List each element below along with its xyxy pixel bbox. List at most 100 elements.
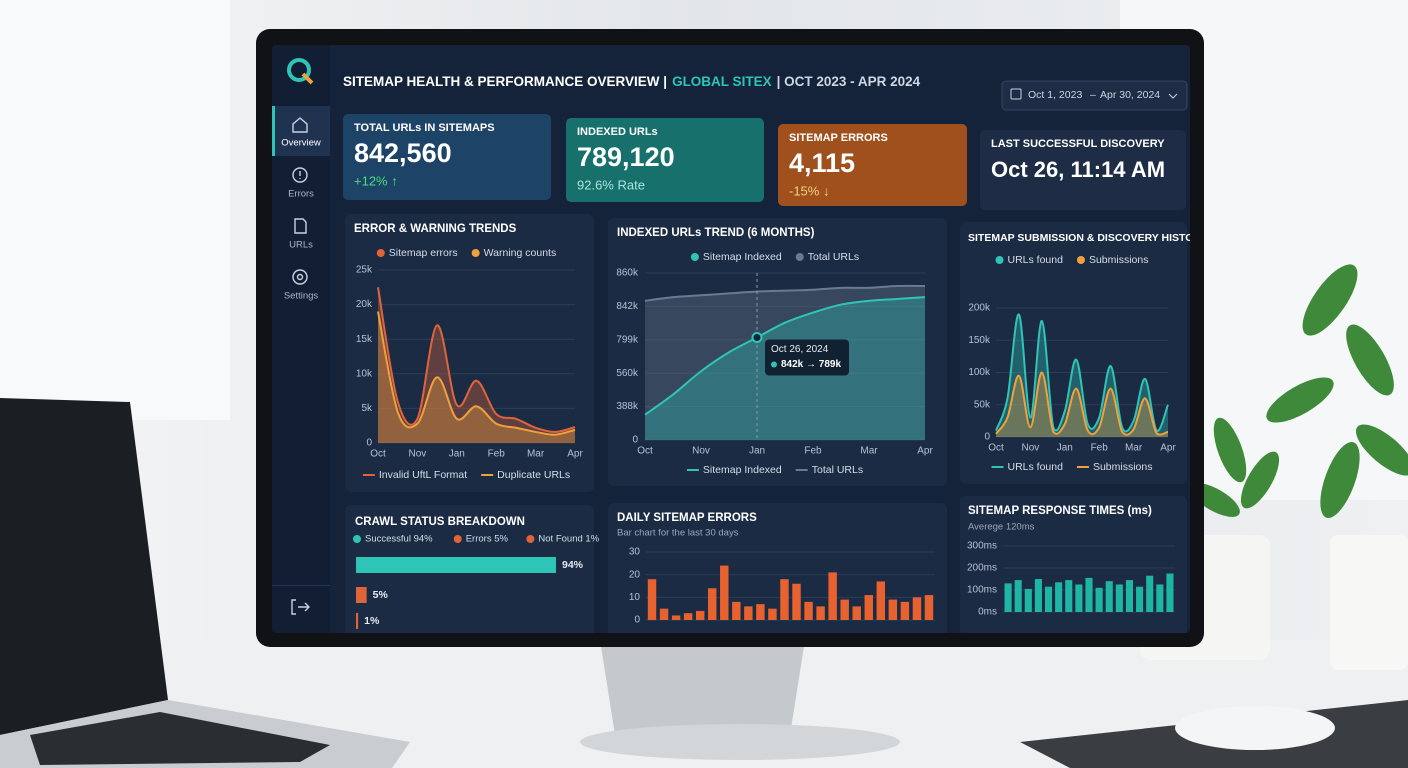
legend-label: Successful 94%	[365, 534, 433, 545]
value-label: 94%	[562, 559, 584, 571]
kpi-delta: 92.6% Rate	[577, 177, 645, 192]
legend: Successful 94% Errors 5% Not Found 1%	[353, 534, 600, 545]
y-tick-label: 10k	[356, 368, 373, 379]
bar	[1136, 586, 1144, 612]
x-tick-label: Jan	[1057, 443, 1073, 454]
bar	[828, 572, 837, 620]
bar	[356, 587, 367, 603]
bar	[1055, 582, 1063, 612]
kpi-value: 4,115	[789, 148, 855, 178]
legend-label: Sitemap errors	[389, 247, 458, 259]
legend: Invalid UftL Format Duplicate URLs	[362, 469, 570, 481]
laptop-keyboard	[30, 712, 330, 765]
bar	[683, 613, 693, 620]
bar	[695, 610, 705, 620]
bar	[1014, 580, 1022, 612]
bar	[756, 604, 765, 620]
screen: SITEMAP HEALTH & PERFORMANCE OVERVIEW | G…	[272, 45, 1208, 633]
kpi-card	[980, 130, 1186, 210]
y-tick-label: 799k	[616, 334, 639, 345]
legend-label: URLs found	[1008, 254, 1064, 266]
monitor-stand	[600, 640, 805, 735]
x-tick-label: Mar	[860, 446, 878, 457]
legend-label: URLs found	[1008, 461, 1064, 473]
y-tick-label: 30	[629, 547, 641, 558]
series-line	[644, 296, 926, 416]
y-tick-label: 0	[984, 432, 990, 443]
bar	[1095, 587, 1103, 612]
legend: URLs found Submissions	[995, 254, 1148, 266]
chart-subtitle: Averege 120ms	[968, 522, 1035, 533]
bar	[876, 581, 886, 620]
area-fill	[378, 287, 575, 443]
x-tick-label: Apr	[567, 449, 583, 460]
tooltip-dot	[771, 361, 777, 368]
bar	[780, 579, 789, 620]
bar	[1115, 584, 1123, 612]
chart-subtitle: Bar chart for the last 30 days	[617, 528, 739, 539]
monitor-base	[580, 724, 900, 760]
bar	[792, 583, 801, 620]
tooltip-text: 842k → 789k	[781, 359, 841, 370]
legend-label: Not Found 1%	[538, 534, 599, 545]
x-tick-label: Nov	[692, 446, 710, 457]
legend-label: Sitemap Indexed	[703, 251, 782, 263]
bar	[1004, 583, 1012, 612]
chart-title: ERROR & WARNING TRENDS	[354, 223, 517, 235]
logo-tail	[301, 72, 314, 85]
y-tick-label: 300ms	[967, 541, 997, 552]
bar	[1085, 577, 1093, 612]
legend-swatch	[453, 535, 462, 543]
legend: Sitemap errors Warning counts	[376, 247, 556, 259]
bar	[744, 606, 753, 620]
y-tick-label: 150k	[968, 335, 991, 346]
kpi-value: 842,560	[354, 138, 452, 168]
x-tick-label: Oct	[370, 449, 386, 460]
y-tick-label: 10	[629, 592, 641, 603]
bar	[659, 608, 669, 620]
x-tick-label: Jan	[449, 449, 465, 460]
legend-swatch	[995, 256, 1004, 264]
bar	[804, 601, 813, 620]
bar	[1034, 579, 1042, 612]
series-line	[995, 371, 1169, 436]
date-picker[interactable]	[1001, 80, 1188, 111]
legend-swatch	[471, 249, 480, 257]
kpi-delta: -15% ↓	[789, 183, 829, 198]
bar	[720, 565, 729, 620]
y-tick-label: 200k	[968, 303, 991, 314]
bar	[732, 601, 741, 620]
y-tick-label: 20k	[356, 299, 373, 310]
area-fill	[996, 372, 1168, 437]
x-tick-label: Jan	[749, 446, 765, 457]
chart-title: CRAWL STATUS BREAKDOWN	[355, 516, 525, 528]
bar	[1146, 575, 1154, 612]
date-to: Apr 30, 2024	[1100, 89, 1160, 101]
kpi-delta: +12% ↑	[354, 173, 398, 188]
series-line	[377, 311, 576, 436]
legend-label: Invalid UftL Format	[379, 469, 467, 481]
title-main: SITEMAP HEALTH & PERFORMANCE OVERVIEW |	[343, 74, 667, 89]
chart-title: SITEMAP SUBMISSION & DISCOVERY HISTORY	[968, 232, 1208, 244]
y-tick-label: 0	[634, 615, 640, 626]
tooltip	[765, 339, 849, 376]
bar	[356, 613, 359, 629]
y-tick-label: 25k	[356, 265, 373, 276]
nav-active-bg	[272, 106, 330, 156]
x-tick-label: Feb	[488, 449, 506, 460]
bar	[671, 615, 681, 620]
bar	[1075, 584, 1083, 612]
bar	[888, 599, 898, 620]
y-tick-label: 560k	[616, 368, 639, 379]
bar	[852, 606, 861, 620]
y-tick-label: 842k	[616, 301, 639, 312]
bar	[708, 588, 717, 620]
legend: Sitemap Indexed Total URLs	[686, 464, 863, 476]
series-line	[995, 313, 1169, 433]
kpi-card	[566, 118, 764, 202]
nav-active-indicator	[272, 106, 275, 156]
kpi-label: INDEXED URLs	[577, 126, 658, 138]
bar	[1105, 581, 1113, 612]
chart-title: SITEMAP RESPONSE TIMES (ms)	[968, 505, 1152, 517]
